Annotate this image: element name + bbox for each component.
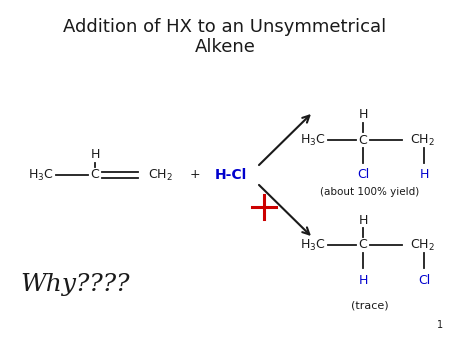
Text: H-Cl: H-Cl (215, 168, 247, 182)
Text: Cl: Cl (357, 169, 369, 182)
Text: Cl: Cl (418, 273, 430, 287)
Text: 1: 1 (437, 320, 443, 330)
Text: CH$_2$: CH$_2$ (410, 238, 435, 252)
Text: H: H (419, 169, 429, 182)
Text: H: H (358, 108, 368, 121)
Text: CH$_2$: CH$_2$ (410, 132, 435, 148)
Text: H$_3$C: H$_3$C (300, 132, 325, 148)
Text: H: H (358, 214, 368, 226)
Text: Alkene: Alkene (194, 38, 256, 56)
Text: Why????: Why???? (20, 273, 130, 296)
Text: H$_3$C: H$_3$C (300, 238, 325, 252)
Text: C: C (359, 239, 367, 251)
Text: CH$_2$: CH$_2$ (148, 167, 173, 183)
Text: C: C (359, 134, 367, 146)
Text: (trace): (trace) (351, 300, 389, 310)
Text: Addition of HX to an Unsymmetrical: Addition of HX to an Unsymmetrical (63, 18, 387, 36)
Text: H: H (90, 148, 100, 162)
Text: +: + (190, 169, 200, 182)
Text: H: H (358, 273, 368, 287)
Text: C: C (90, 169, 99, 182)
Text: (about 100% yield): (about 100% yield) (320, 187, 419, 197)
Text: H$_3$C: H$_3$C (28, 167, 54, 183)
